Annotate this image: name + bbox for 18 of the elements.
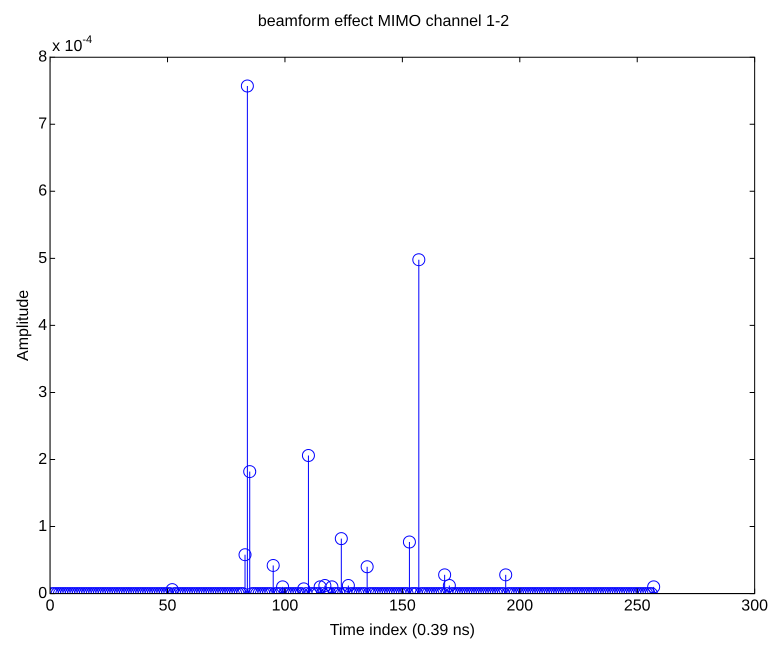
y-tick-label: 8	[38, 48, 48, 66]
x-tick-label: 150	[389, 598, 416, 615]
x-axis-title: Time index (0.39 ns)	[330, 622, 475, 639]
x-tick-label: 50	[158, 598, 177, 615]
x-tick-label: 100	[272, 598, 298, 615]
y-tick-label: 2	[38, 450, 48, 468]
y-tick-label: 1	[38, 518, 48, 535]
y-tick-label: 4	[38, 316, 48, 334]
x-tick-label: 200	[506, 598, 534, 615]
y-tick-label: 0	[38, 585, 48, 602]
y-tick-label: 3	[38, 384, 48, 401]
y-tick-label: 6	[38, 182, 48, 200]
chart-title: beamform effect MIMO channel 1-2	[258, 13, 510, 30]
y-tick-label: 5	[38, 250, 48, 267]
y-tick-label: 7	[38, 116, 48, 133]
y-axis-title: Amplitude	[15, 290, 32, 361]
x-tick-label: 300	[741, 598, 768, 615]
x-tick-label: 250	[624, 598, 651, 615]
